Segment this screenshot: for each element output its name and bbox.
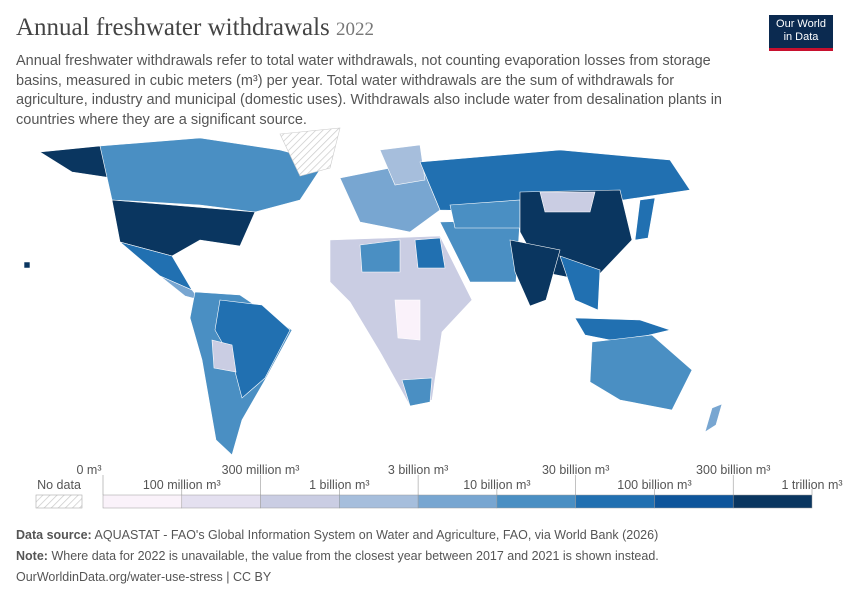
legend-label: 30 billion m³ — [542, 463, 609, 477]
no-data-swatch — [35, 494, 83, 509]
logo-line: in Data — [783, 31, 819, 43]
legend-label: 3 billion m³ — [388, 463, 448, 477]
country[interactable] — [539, 191, 596, 213]
legend-bin — [260, 494, 340, 509]
country[interactable] — [359, 239, 401, 273]
country[interactable] — [509, 239, 561, 307]
legend-label: 1 billion m³ — [309, 478, 369, 492]
legend-label: 100 billion m³ — [617, 478, 691, 492]
note: Note: Where data for 2022 is unavailable… — [16, 549, 659, 563]
country[interactable] — [23, 261, 31, 269]
legend-bin — [575, 494, 655, 509]
note-label: Note: — [16, 549, 48, 563]
countries — [23, 127, 723, 456]
source: Data source: AQUASTAT - FAO's Global Inf… — [16, 528, 658, 542]
country[interactable] — [401, 377, 433, 407]
no-data-label: No data — [37, 478, 81, 492]
country[interactable] — [99, 137, 326, 213]
country[interactable] — [634, 197, 656, 241]
logo-line: Our World — [776, 18, 826, 30]
legend-label: 300 billion m³ — [696, 463, 770, 477]
legend-bin — [732, 494, 813, 509]
country[interactable] — [449, 199, 521, 229]
country[interactable] — [379, 144, 426, 186]
legend-bin — [102, 494, 183, 509]
legend-bin — [339, 494, 419, 509]
country[interactable] — [589, 334, 693, 411]
note-text: Where data for 2022 is unavailable, the … — [51, 549, 659, 563]
legend-label: 300 million m³ — [222, 463, 300, 477]
country[interactable] — [414, 237, 446, 269]
title-text: Annual freshwater withdrawals — [16, 14, 330, 41]
url[interactable]: OurWorldinData.org/water-use-stress | CC… — [16, 570, 272, 584]
country[interactable] — [559, 255, 601, 311]
legend-bin — [181, 494, 261, 509]
legend-bin — [496, 494, 576, 509]
legend-bin — [654, 494, 734, 509]
country[interactable] — [394, 299, 421, 341]
source-text: AQUASTAT - FAO's Global Information Syst… — [94, 528, 659, 542]
subtitle: Annual freshwater withdrawals refer to t… — [16, 53, 722, 128]
country[interactable] — [214, 299, 291, 399]
legend-label: 100 million m³ — [143, 478, 221, 492]
source-label: Data source: — [16, 528, 92, 542]
legend-label: 1 trillion m³ — [781, 478, 842, 492]
country[interactable] — [704, 403, 723, 433]
country[interactable] — [279, 127, 341, 177]
logo[interactable]: Our World in Data — [769, 15, 833, 51]
legend-bin — [417, 494, 498, 509]
title: Annual freshwater withdrawals 2022 — [16, 14, 374, 42]
legend-label: 0 m³ — [77, 463, 102, 477]
country[interactable] — [211, 339, 237, 373]
legend-label: 10 billion m³ — [463, 478, 530, 492]
year: 2022 — [336, 19, 375, 40]
